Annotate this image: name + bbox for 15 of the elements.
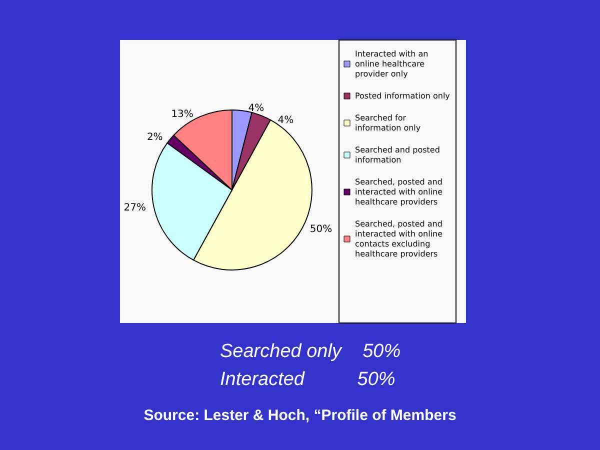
legend-label: Interacted with an online healthcare provider only [355, 50, 431, 78]
legend-label: Searched and posted information [355, 146, 442, 164]
data-label: 4% [278, 115, 294, 126]
text: Interacted 50% [220, 369, 396, 390]
legend-label: Posted information only [355, 92, 450, 100]
data-label: 2% [146, 132, 163, 144]
legend-label: Searched, posted and interacted with online healthcare providers [355, 178, 446, 206]
data-label: 4% [248, 103, 264, 114]
data-label: 27% [124, 202, 146, 214]
data-label: 13% [171, 109, 194, 120]
data-label: 50% [310, 224, 332, 236]
source-note: Source: Lester & Hoch, “Profile of Members [144, 407, 456, 424]
text: Searched only 50% [220, 341, 401, 362]
legend-label: Searched for information only [355, 114, 421, 132]
legend-label: Searched, posted and interacted with online contacts excluding healthcare providers [355, 220, 446, 258]
